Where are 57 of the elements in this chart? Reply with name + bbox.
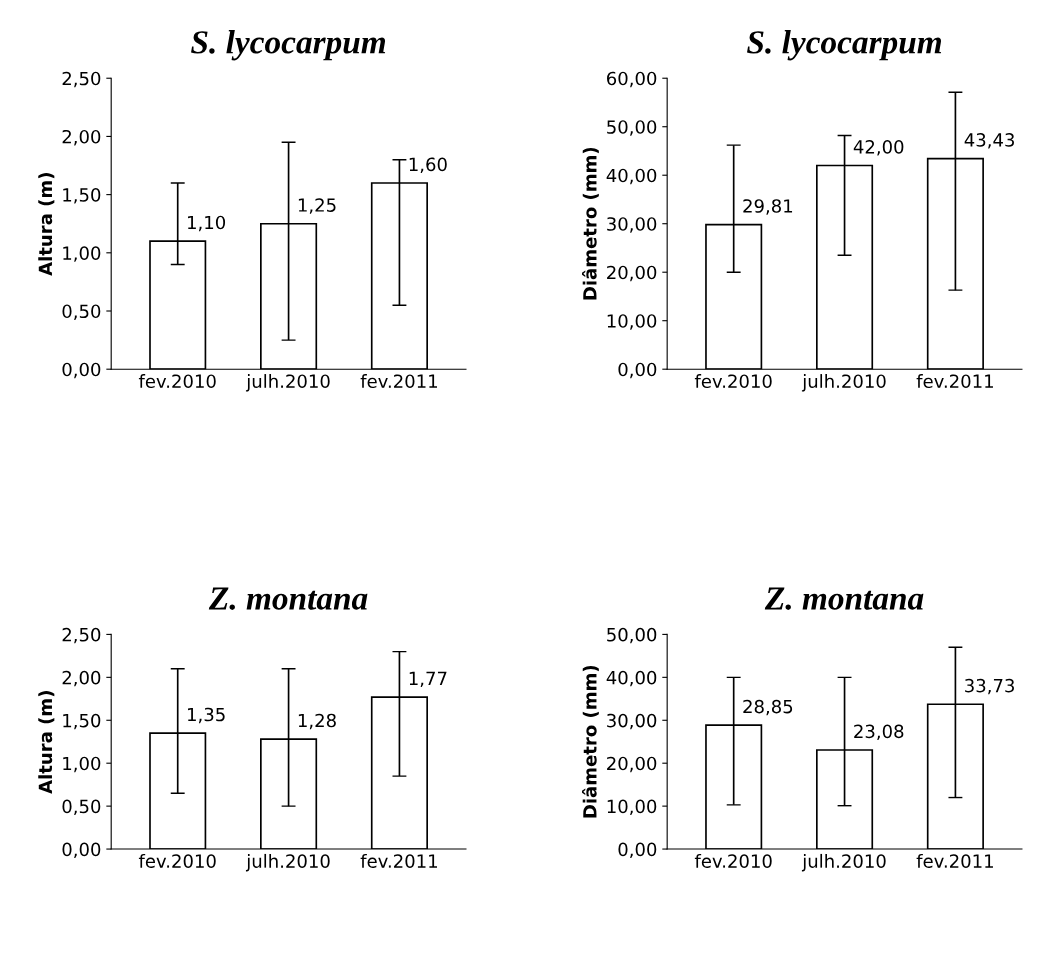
y-tick-label: 1,00 (63, 756, 101, 773)
y-tick-label: 10,00 (607, 314, 657, 330)
chart-title: S. lycocarpum (191, 30, 386, 61)
y-tick-label: 1,00 (63, 246, 101, 262)
data-label: 28,85 (743, 699, 793, 716)
y-axis-title: Diâmetro (mm) (582, 665, 599, 818)
y-axis-title: Diâmetro (mm) (582, 147, 599, 300)
chart-title: Z. montana (208, 587, 368, 610)
y-axis-title: Altura (m) (38, 691, 55, 794)
y-tick-label: 1,50 (63, 713, 101, 730)
data-label: 43,43 (964, 133, 1014, 149)
x-tick-label: julh.2010 (245, 853, 330, 872)
x-tick-label: fev.2011 (916, 853, 993, 868)
y-tick-label: 50,00 (607, 120, 657, 136)
y-tick-label: 2,50 (62, 627, 101, 644)
y-tick-label: 20,00 (607, 756, 657, 773)
data-label: 23,08 (854, 724, 904, 740)
y-tick-label: 0,00 (62, 842, 101, 859)
x-tick-label: julh.2010 (801, 853, 886, 872)
data-label: 1,77 (409, 671, 447, 688)
chart-title: S. lycocarpum (747, 30, 942, 61)
y-tick-label: 2,00 (62, 670, 101, 687)
data-label: 1,28 (298, 713, 336, 730)
y-tick-label: 2,50 (62, 71, 101, 88)
y-axis-title: Altura (m) (38, 173, 55, 276)
data-label: 29,81 (743, 199, 793, 215)
x-tick-label: fev.2011 (360, 374, 437, 389)
y-tick-label: 60,00 (607, 71, 657, 88)
y-tick-label: 10,00 (607, 799, 657, 816)
x-tick-label: fev.2010 (694, 853, 772, 868)
y-tick-label: 40,00 (606, 168, 657, 185)
y-tick-label: 50,00 (607, 627, 657, 644)
y-tick-label: 20,00 (607, 265, 657, 282)
x-tick-label: fev.2010 (138, 853, 216, 868)
y-tick-label: 0,50 (62, 304, 101, 320)
data-label: 1,60 (409, 157, 447, 173)
y-tick-label: 0,00 (618, 362, 657, 379)
y-tick-label: 30,00 (607, 713, 657, 730)
x-tick-label: julh.2010 (801, 374, 886, 392)
data-label: 1,10 (188, 215, 226, 232)
chart-title: Z. montana (764, 587, 924, 610)
data-label: 1,25 (298, 198, 336, 214)
data-label: 1,35 (188, 707, 225, 724)
y-tick-label: 2,00 (62, 129, 101, 146)
y-tick-label: 0,00 (62, 362, 101, 379)
x-tick-label: fev.2011 (360, 853, 437, 868)
x-tick-label: fev.2010 (694, 374, 772, 389)
data-label: 42,00 (853, 140, 904, 156)
y-tick-label: 0,50 (62, 799, 101, 816)
y-tick-label: 0,00 (618, 842, 657, 859)
y-tick-label: 1,50 (63, 188, 101, 204)
x-tick-label: fev.2010 (138, 374, 216, 389)
x-tick-label: julh.2010 (245, 374, 330, 392)
y-tick-label: 30,00 (607, 217, 657, 233)
data-label: 33,73 (965, 678, 1014, 695)
y-tick-label: 40,00 (606, 670, 657, 687)
x-tick-label: fev.2011 (916, 374, 993, 389)
